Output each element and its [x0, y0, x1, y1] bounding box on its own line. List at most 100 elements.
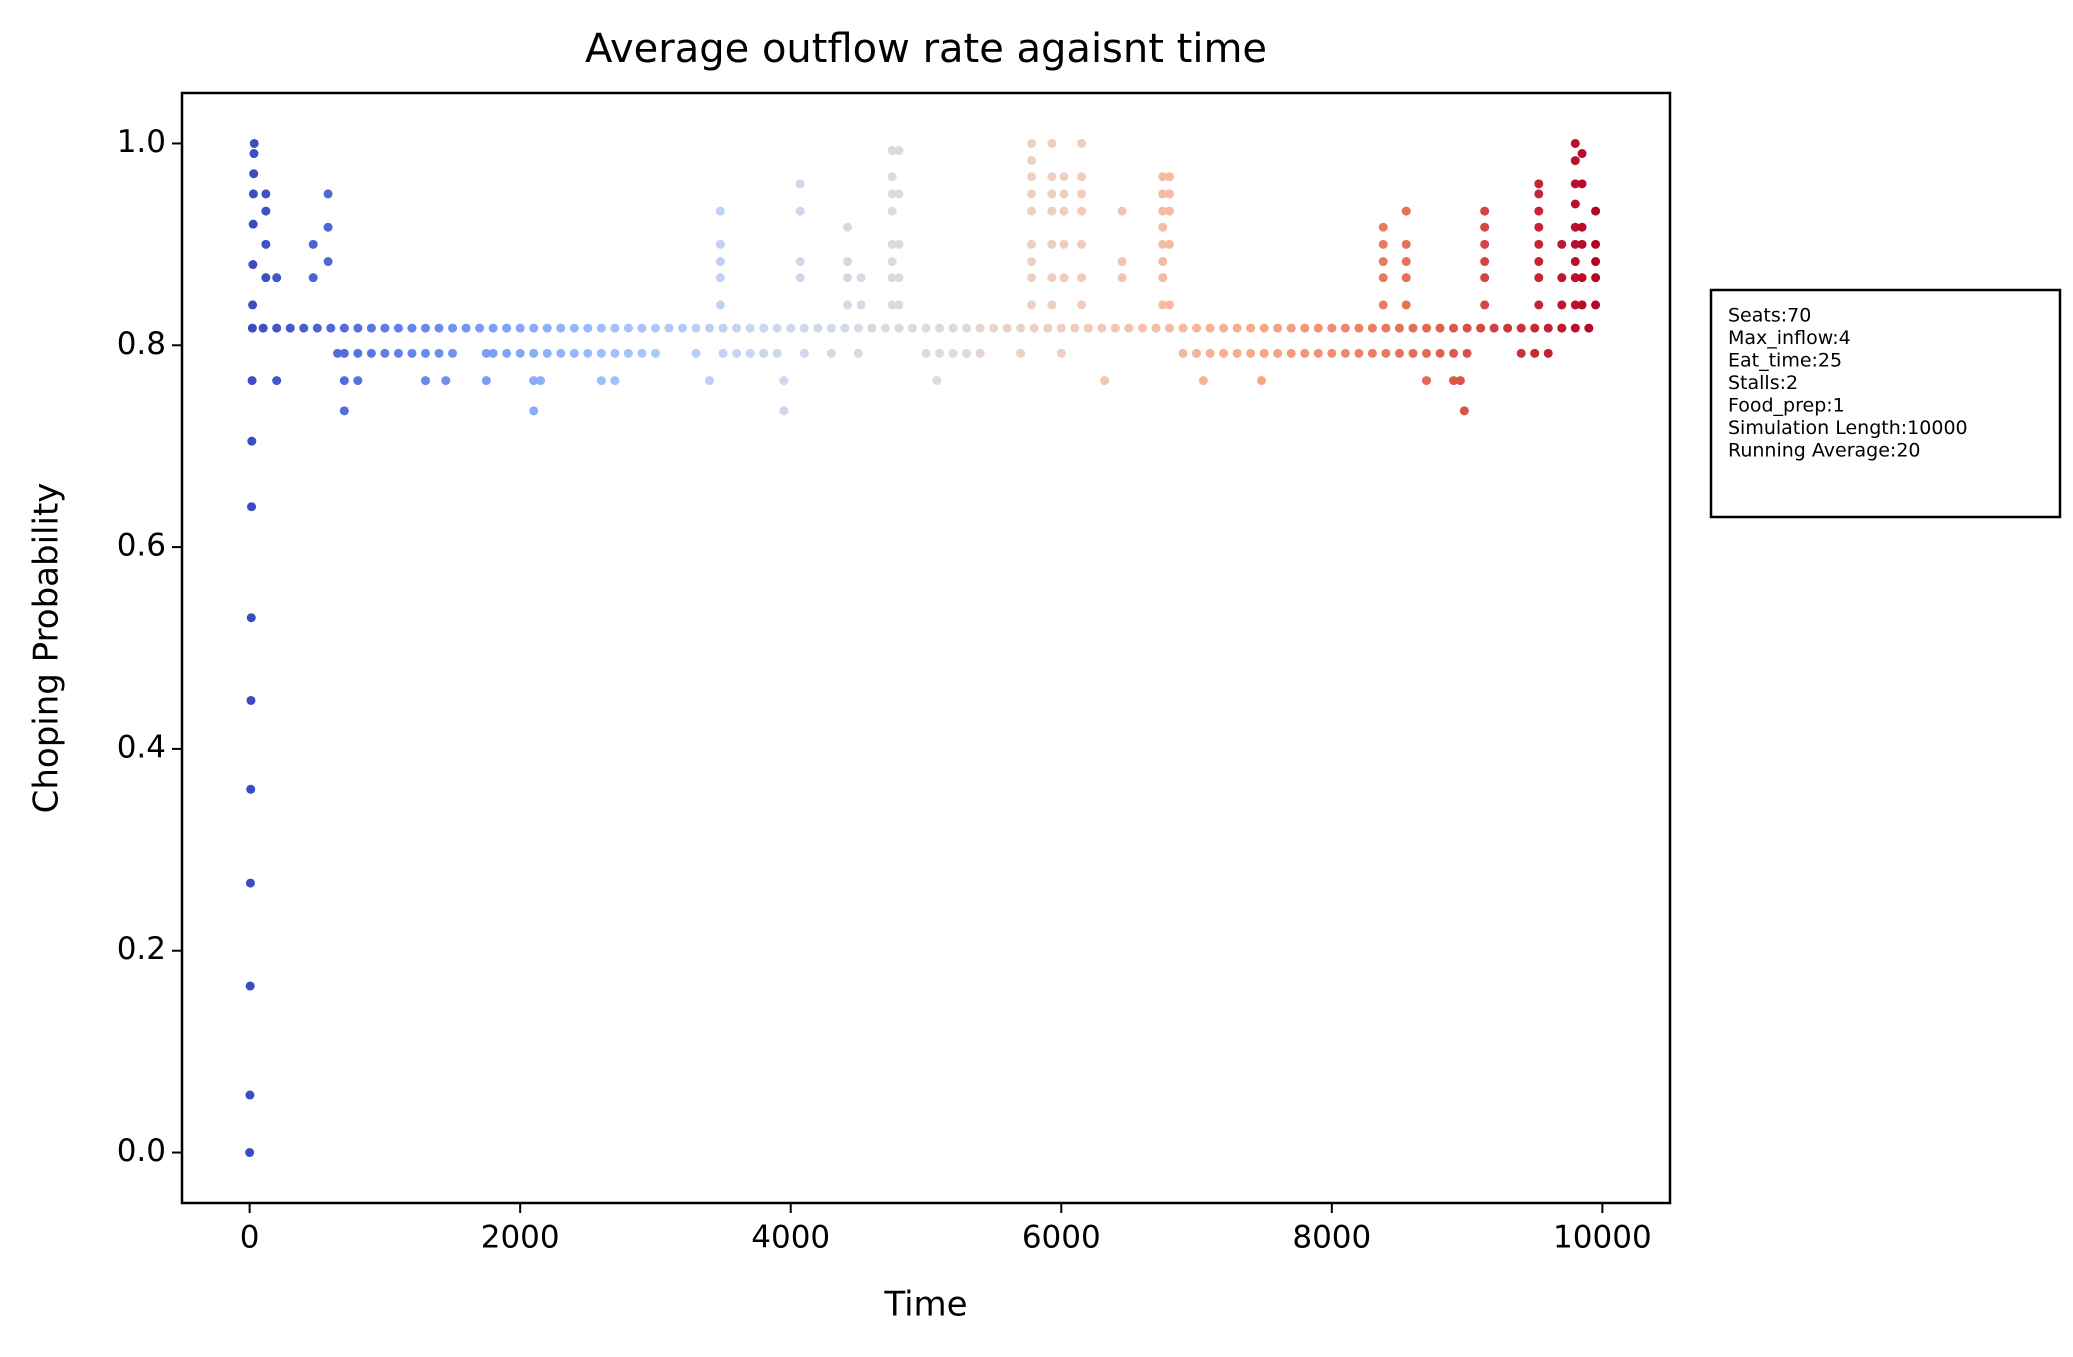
x-axis-label: Time	[883, 1285, 967, 1325]
point	[1530, 348, 1540, 358]
point	[1158, 239, 1168, 249]
point	[718, 323, 728, 333]
point	[1047, 239, 1057, 249]
point	[1077, 206, 1087, 216]
point	[1137, 323, 1147, 333]
point	[308, 239, 318, 249]
point	[1300, 348, 1310, 358]
point	[1158, 189, 1168, 199]
point	[1570, 138, 1580, 148]
point	[843, 257, 853, 267]
point	[1378, 222, 1388, 232]
point	[529, 323, 539, 333]
point	[596, 323, 606, 333]
point	[1570, 300, 1580, 310]
point	[935, 348, 945, 358]
point	[1449, 323, 1459, 333]
point	[299, 323, 309, 333]
point	[1027, 189, 1037, 199]
annotation-line: Eat_time:25	[1728, 350, 1842, 372]
chart-title: Average outflow rate agaisnt time	[585, 26, 1267, 72]
point	[1401, 239, 1411, 249]
point	[813, 323, 823, 333]
point	[323, 257, 333, 267]
point	[1178, 348, 1188, 358]
point	[407, 348, 417, 358]
point	[1178, 323, 1188, 333]
point	[1534, 222, 1544, 232]
annotation-line: Simulation Length:10000	[1728, 417, 1968, 439]
y-tick-label: 0.8	[117, 326, 166, 362]
point	[745, 323, 755, 333]
point	[1164, 172, 1174, 182]
point	[1273, 323, 1283, 333]
point	[1480, 239, 1490, 249]
point	[935, 323, 945, 333]
point	[529, 406, 539, 416]
point	[715, 273, 725, 283]
point	[1047, 300, 1057, 310]
point	[247, 502, 257, 512]
point	[1246, 323, 1256, 333]
point	[1476, 323, 1486, 333]
point	[366, 348, 376, 358]
point	[323, 189, 333, 199]
x-tick-label: 6000	[1022, 1220, 1101, 1256]
point	[1158, 172, 1168, 182]
point	[353, 348, 363, 358]
point	[481, 348, 491, 358]
point	[569, 323, 579, 333]
point	[1462, 348, 1472, 358]
point	[1232, 348, 1242, 358]
plot-frame	[180, 91, 1672, 1205]
point	[1070, 323, 1080, 333]
point	[1205, 348, 1215, 358]
point	[249, 138, 259, 148]
point	[1503, 323, 1513, 333]
point	[556, 323, 566, 333]
point	[894, 146, 904, 156]
point	[1381, 348, 1391, 358]
point	[1158, 222, 1168, 232]
point	[772, 348, 782, 358]
point	[1557, 273, 1567, 283]
point	[248, 300, 258, 310]
point	[1394, 323, 1404, 333]
point	[502, 348, 512, 358]
point	[1164, 239, 1174, 249]
point	[1408, 348, 1418, 358]
point	[799, 323, 809, 333]
point	[420, 348, 430, 358]
point	[393, 348, 403, 358]
point	[1286, 348, 1296, 358]
point	[420, 376, 430, 386]
point	[461, 323, 471, 333]
point	[1273, 348, 1283, 358]
point	[1462, 323, 1472, 333]
point	[1577, 239, 1587, 249]
point	[691, 348, 701, 358]
point	[1570, 199, 1580, 209]
point	[434, 348, 444, 358]
point	[623, 323, 633, 333]
point	[1577, 222, 1587, 232]
x-tick-label: 10000	[1553, 1220, 1652, 1256]
point	[853, 348, 863, 358]
point	[664, 323, 674, 333]
point	[448, 348, 458, 358]
point	[556, 348, 566, 358]
point	[1543, 348, 1553, 358]
point	[880, 323, 890, 333]
point	[1378, 273, 1388, 283]
point	[1530, 323, 1540, 333]
x-tick-label: 2000	[481, 1220, 560, 1256]
point	[610, 323, 620, 333]
point	[843, 222, 853, 232]
point	[1016, 348, 1026, 358]
point	[887, 172, 897, 182]
point	[1059, 172, 1069, 182]
point	[1516, 323, 1526, 333]
point	[799, 348, 809, 358]
point	[1378, 257, 1388, 267]
